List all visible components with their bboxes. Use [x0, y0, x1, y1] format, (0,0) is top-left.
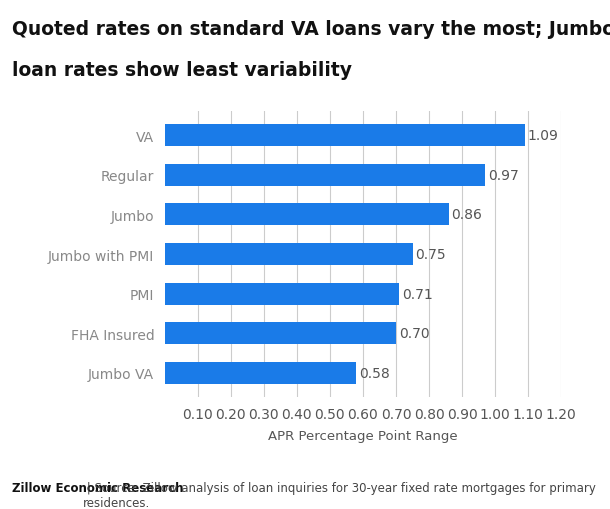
Bar: [165, 283, 400, 305]
X-axis label: APR Percentage Point Range: APR Percentage Point Range: [268, 429, 458, 442]
Text: Zillow Economic Research: Zillow Economic Research: [12, 481, 184, 494]
Bar: [165, 204, 449, 226]
Text: 0.58: 0.58: [359, 366, 390, 380]
Text: 1.09: 1.09: [528, 129, 558, 143]
Bar: [165, 125, 525, 147]
Bar: [165, 323, 396, 345]
Text: 0.71: 0.71: [402, 287, 432, 301]
Text: | Source: Zillow analysis of loan inquiries for 30-year fixed rate mortgages for: | Source: Zillow analysis of loan inquir…: [83, 481, 596, 509]
Bar: [165, 244, 412, 265]
Text: 0.97: 0.97: [488, 168, 518, 182]
Text: 0.70: 0.70: [399, 327, 429, 341]
Text: 0.86: 0.86: [451, 208, 483, 222]
Text: loan rates show least variability: loan rates show least variability: [12, 61, 352, 80]
Bar: [165, 362, 356, 384]
Bar: [165, 164, 485, 186]
Text: 0.75: 0.75: [415, 247, 446, 262]
Text: Quoted rates on standard VA loans vary the most; Jumbo VA: Quoted rates on standard VA loans vary t…: [12, 20, 610, 39]
